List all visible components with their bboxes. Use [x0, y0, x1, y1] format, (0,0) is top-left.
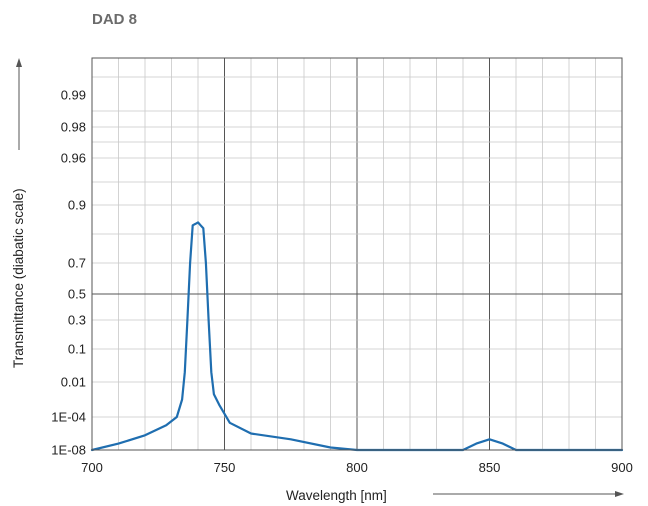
y-tick-label: 0.9: [68, 198, 86, 213]
y-tick-labels: 1E-08 1E-04 0.01 0.1 0.3 0.5 0.7 0.9 0.96 0.98 0.9…: [51, 88, 86, 458]
plot-frame: [91, 57, 623, 451]
y-tick-label: 0.7: [68, 256, 86, 271]
y-tick-label: 1E-08: [51, 443, 86, 458]
y-tick-label: 0.5: [68, 287, 86, 302]
x-axis-arrow-head: [615, 491, 624, 497]
y-axis-arrow-head: [16, 58, 22, 67]
y-tick-label: 1E-04: [51, 410, 86, 425]
x-tick-label: 700: [81, 460, 103, 475]
x-axis-label: Wavelength [nm]: [286, 488, 387, 503]
chart-title: DAD 8: [92, 11, 137, 28]
y-tick-label: 0.96: [61, 151, 86, 166]
transmittance-curve: [90, 221, 624, 452]
y-axis-label: Transmittance (diabatic scale): [11, 188, 26, 368]
y-tick-label: 0.1: [68, 342, 86, 357]
y-tick-label: 0.01: [61, 375, 86, 390]
y-tick-label: 0.99: [61, 88, 86, 103]
y-tick-label: 0.98: [61, 120, 86, 135]
x-tick-label: 750: [214, 460, 236, 475]
x-tick-label: 850: [479, 460, 501, 475]
y-tick-label: 0.3: [68, 313, 86, 328]
plot-grid: [92, 58, 622, 450]
x-tick-labels: 700 750 800 850 900: [81, 460, 633, 475]
x-tick-label: 800: [346, 460, 368, 475]
x-tick-label: 900: [611, 460, 633, 475]
